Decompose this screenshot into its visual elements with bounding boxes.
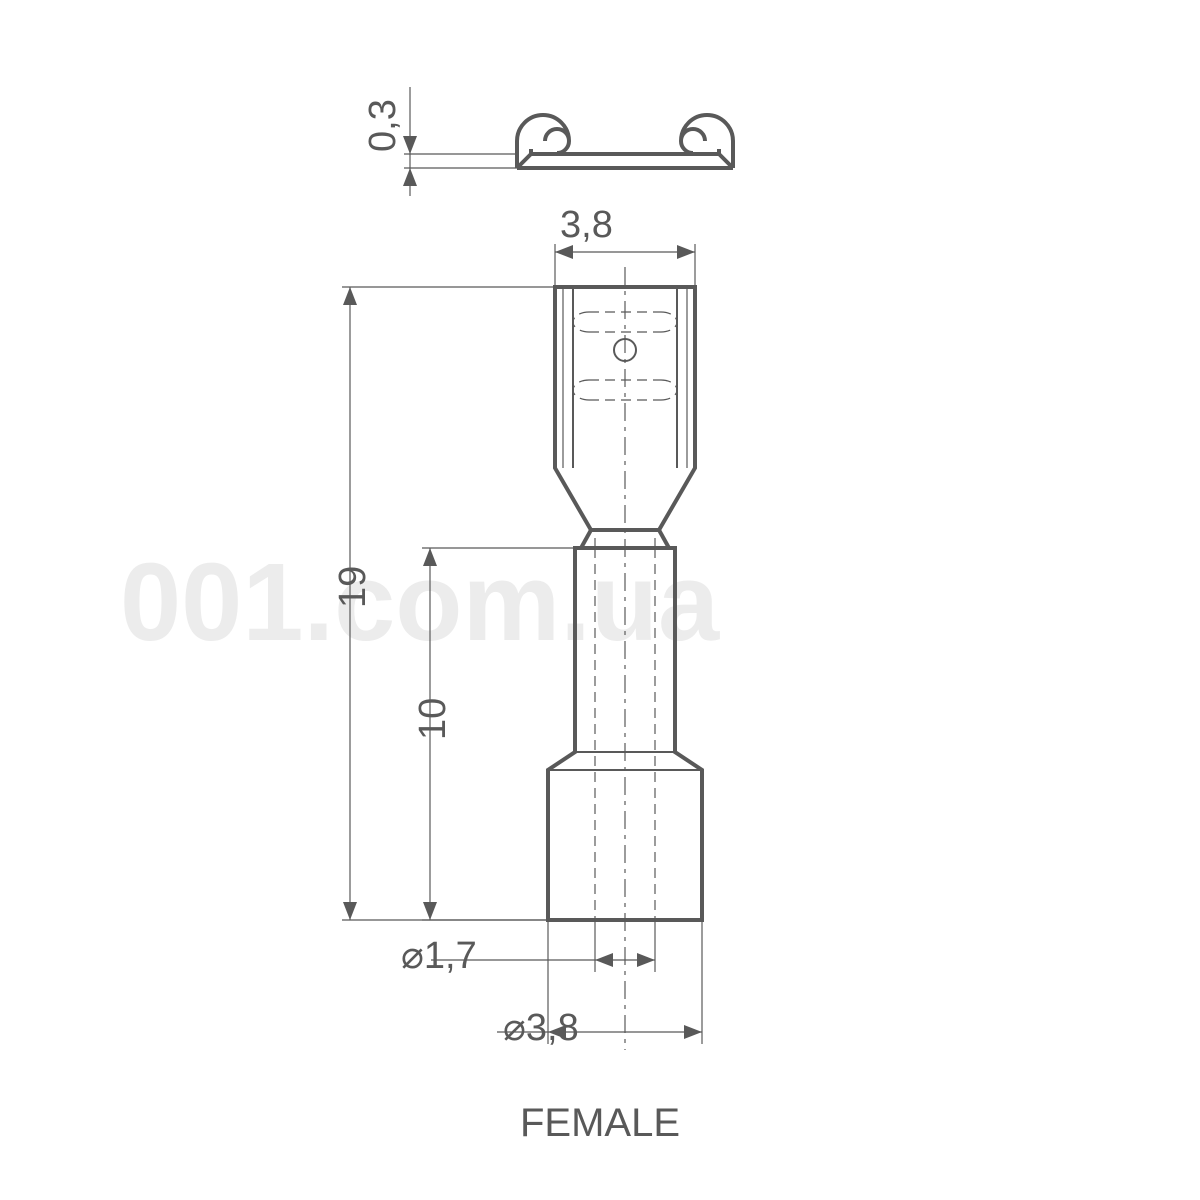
svg-text:19: 19 bbox=[332, 566, 374, 608]
svg-text:FEMALE: FEMALE bbox=[520, 1101, 680, 1145]
svg-text:3,8: 3,8 bbox=[560, 204, 613, 246]
svg-text:0,3: 0,3 bbox=[362, 99, 404, 152]
svg-text:⌀1,7: ⌀1,7 bbox=[401, 935, 477, 977]
svg-text:001.com.ua: 001.com.ua bbox=[120, 541, 720, 664]
svg-text:10: 10 bbox=[412, 698, 454, 740]
svg-text:⌀3,8: ⌀3,8 bbox=[503, 1007, 579, 1049]
